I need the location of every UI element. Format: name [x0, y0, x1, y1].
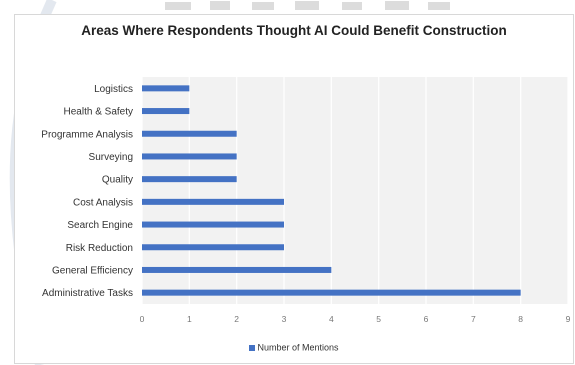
category-label: Quality: [102, 175, 133, 186]
bar: [142, 130, 237, 137]
bar: [142, 176, 237, 183]
category-label: General Efficiency: [52, 265, 133, 276]
x-tick-label: 6: [424, 314, 429, 324]
bar: [142, 244, 284, 251]
bar: [142, 266, 332, 273]
chart-title: Areas Where Respondents Thought AI Could…: [81, 23, 507, 38]
x-tick-label: 7: [471, 314, 476, 324]
legend-label: Number of Mentions: [257, 342, 339, 353]
legend-swatch: [249, 344, 256, 351]
bar: [142, 198, 284, 205]
bar: [142, 289, 521, 296]
category-label: Risk Reduction: [66, 243, 133, 254]
category-label: Administrative Tasks: [42, 288, 133, 299]
x-tick-label: 8: [518, 314, 523, 324]
x-tick-labels: 0 1 2 3 4 5 6 7 8 9: [140, 314, 571, 324]
x-tick-label: 9: [566, 314, 571, 324]
category-labels: Administrative Tasks General Efficiency Ri…: [41, 84, 133, 299]
category-label: Programme Analysis: [41, 129, 133, 140]
plot-area: [142, 77, 568, 304]
x-tick-label: 4: [329, 314, 334, 324]
bar: [142, 153, 237, 160]
bars: [142, 85, 521, 296]
x-tick-label: 3: [282, 314, 287, 324]
category-label: Health & Safety: [64, 107, 133, 118]
category-label: Logistics: [94, 84, 133, 95]
x-tick-label: 1: [187, 314, 192, 324]
bar: [142, 221, 284, 228]
category-label: Surveying: [89, 152, 133, 163]
x-tick-label: 0: [140, 314, 145, 324]
gridlines: [141, 77, 569, 304]
category-label: Search Engine: [67, 220, 133, 231]
bar: [142, 85, 190, 92]
bar: [142, 108, 190, 115]
background-letter-fragments: [165, 1, 450, 10]
x-tick-label: 5: [376, 314, 381, 324]
x-tick-label: 2: [234, 314, 239, 324]
category-label: Cost Analysis: [73, 197, 133, 208]
legend: Number of Mentions: [14, 342, 574, 353]
